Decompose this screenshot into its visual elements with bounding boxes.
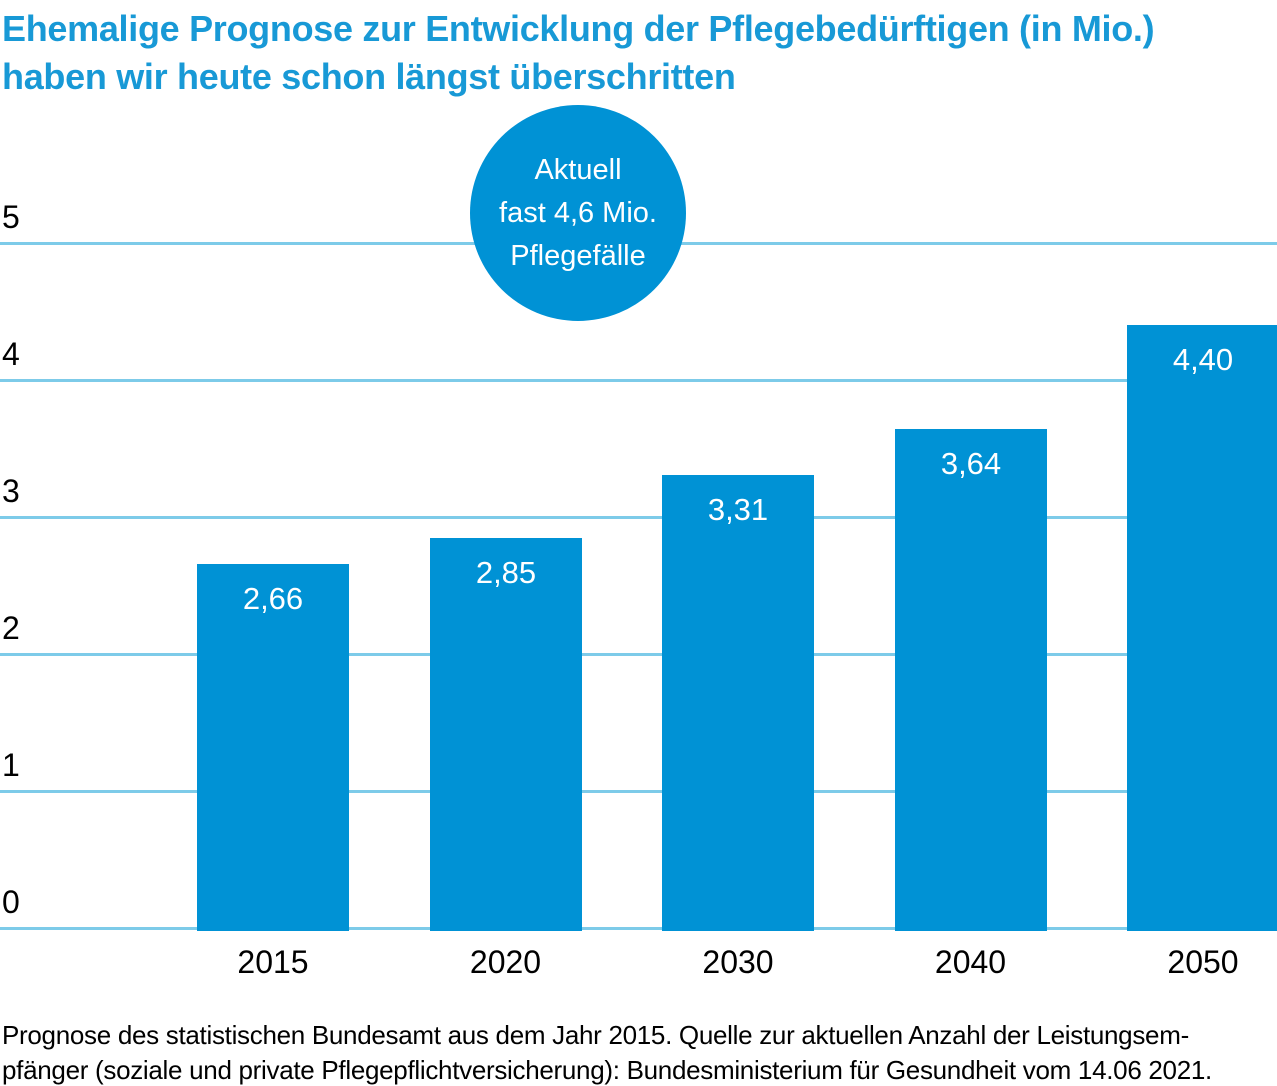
source-note: Prognose des statistischen Bundesamt aus… (2, 1018, 1277, 1086)
gridline-y-3 (0, 516, 1277, 519)
y-tick-label-5: 5 (2, 199, 20, 235)
bar-value-label-2030: 3,31 (707, 492, 769, 527)
chart-title: Ehemalige Prognose zur Entwicklung der P… (2, 5, 1277, 101)
y-tick-label-1: 1 (2, 747, 20, 783)
chart-title-line-1: Ehemalige Prognose zur Entwicklung der P… (2, 8, 1155, 49)
y-tick-label-4: 4 (2, 336, 20, 372)
x-tick-label-2050: 2050 (1167, 944, 1239, 980)
annotation-line-1: Aktuell (534, 153, 622, 186)
gridline-y-4 (0, 379, 1277, 382)
bar-value-label-2015: 2,66 (242, 581, 304, 616)
bar-value-label-2050: 4,40 (1172, 342, 1234, 377)
gridline-y-1 (0, 790, 1277, 793)
gridline-y-0 (0, 927, 1277, 930)
bar-2040 (895, 429, 1047, 931)
annotation-circle: Aktuell fast 4,6 Mio. Pflegefälle (470, 105, 686, 321)
annotation-line-2: fast 4,6 Mio. (499, 196, 657, 229)
source-note-line-1: Prognose des statistischen Bundesamt aus… (2, 1020, 1189, 1050)
annotation-line-3: Pflegefälle (510, 239, 646, 272)
chart-title-line-2: haben wir heute schon längst überschritt… (2, 56, 736, 97)
bar-2050 (1127, 325, 1277, 931)
x-tick-label-2015: 2015 (237, 944, 309, 980)
x-tick-label-2020: 2020 (469, 944, 542, 980)
bar-2015 (197, 564, 349, 931)
x-tick-label-2030: 2030 (702, 944, 774, 980)
bar-2020 (430, 538, 582, 931)
y-tick-label-0: 0 (2, 884, 20, 920)
y-tick-label-3: 3 (2, 473, 20, 509)
bar-2030 (662, 475, 814, 931)
gridline-y-2 (0, 653, 1277, 656)
y-tick-label-2: 2 (2, 610, 20, 646)
source-note-line-2: pfänger (soziale und private Pflegepflic… (2, 1055, 1212, 1085)
bar-value-label-2040: 3,64 (940, 446, 1002, 481)
x-tick-label-2040: 2040 (934, 944, 1007, 980)
bar-value-label-2020: 2,85 (475, 555, 537, 590)
